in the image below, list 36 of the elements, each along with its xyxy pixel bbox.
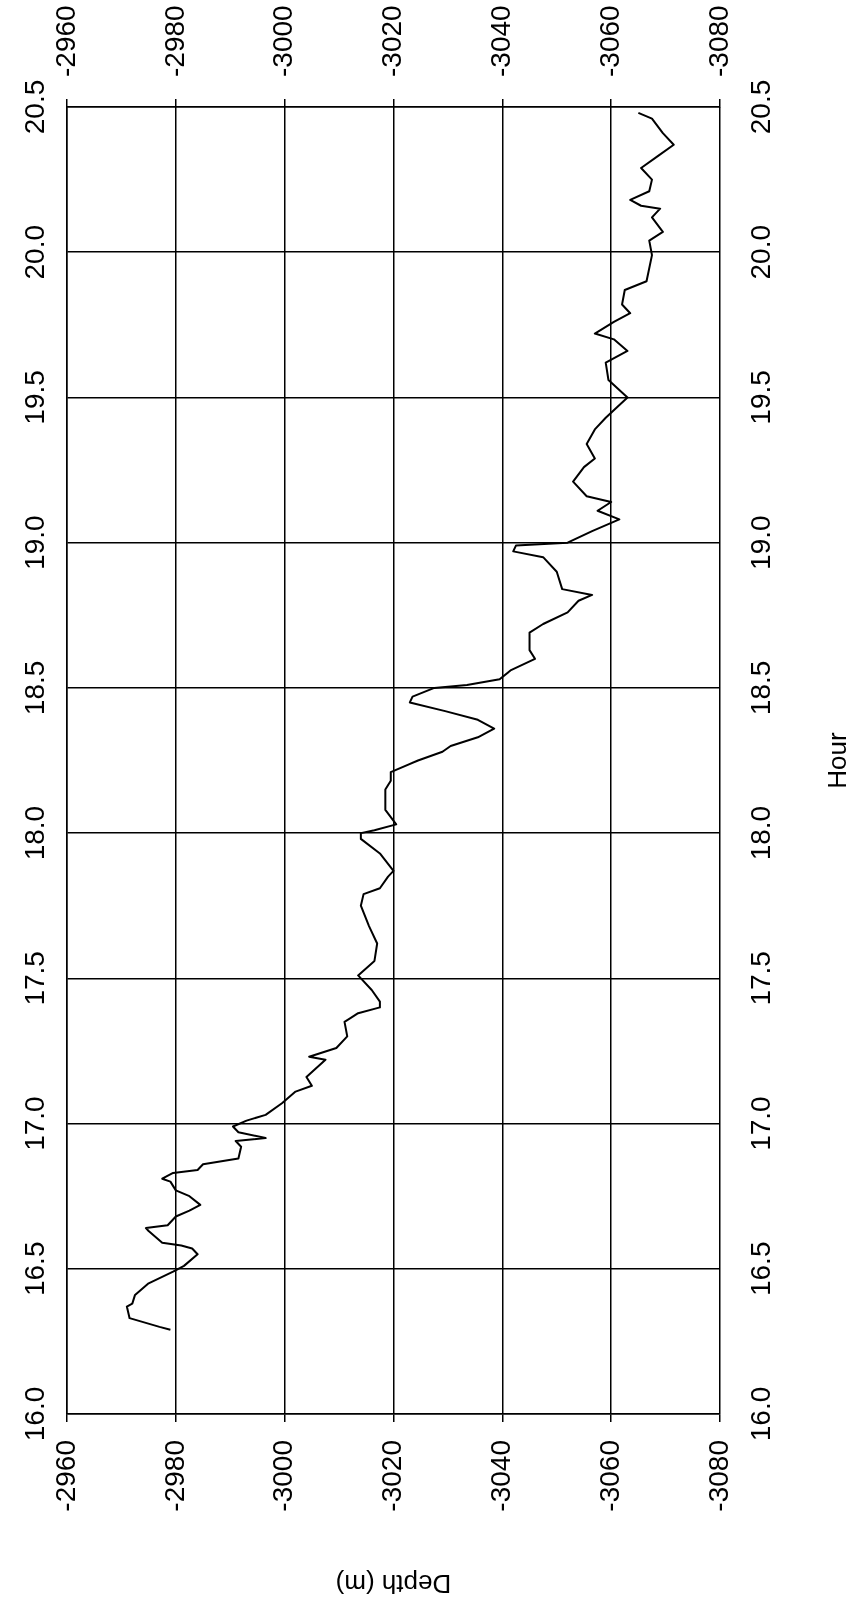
x-tick-label: -3060 bbox=[593, 1440, 625, 1512]
y2-axis-title: Hour bbox=[822, 731, 853, 789]
x2-tick-label: -3000 bbox=[267, 5, 299, 77]
y2-tick-label: 20.5 bbox=[744, 79, 776, 135]
y-tick-label: 16.0 bbox=[18, 1386, 50, 1442]
x2-tick-label: -2980 bbox=[158, 5, 190, 77]
x-tick-label: -3020 bbox=[376, 1440, 408, 1512]
y-tick-label: 17.5 bbox=[18, 951, 50, 1006]
y2-tick-label: 16.5 bbox=[744, 1241, 776, 1297]
x-tick-label: -2980 bbox=[158, 1440, 190, 1512]
x2-tick-label: -2960 bbox=[49, 5, 81, 77]
y-tick-label: 19.5 bbox=[18, 370, 50, 425]
y2-tick-label: 16.0 bbox=[744, 1386, 776, 1442]
x2-tick-label: -3080 bbox=[702, 5, 734, 77]
y-tick-label: 20.5 bbox=[18, 79, 50, 135]
y2-tick-label: 18.0 bbox=[744, 805, 776, 861]
y2-tick-label: 19.0 bbox=[744, 515, 776, 570]
x2-tick-label: -3040 bbox=[485, 5, 517, 77]
x2-tick-label: -3060 bbox=[593, 5, 625, 77]
y2-tick-label: 18.5 bbox=[744, 660, 776, 716]
y-tick-label: 20.0 bbox=[18, 224, 50, 280]
x-tick-label: -3040 bbox=[485, 1440, 517, 1512]
y-tick-label: 18.0 bbox=[18, 805, 50, 861]
x-tick-label: -3000 bbox=[267, 1440, 299, 1512]
y2-tick-label: 17.5 bbox=[744, 951, 776, 1006]
y2-tick-label: 20.0 bbox=[744, 224, 776, 280]
x-tick-label: -3080 bbox=[702, 1440, 734, 1512]
x-axis-title: Depth (m) bbox=[335, 1568, 452, 1599]
y-tick-label: 17.0 bbox=[18, 1096, 50, 1151]
y2-tick-label: 17.0 bbox=[744, 1096, 776, 1151]
y-tick-label: 19.0 bbox=[18, 515, 50, 570]
y-tick-label: 18.5 bbox=[18, 660, 50, 716]
y2-tick-label: 19.5 bbox=[744, 370, 776, 425]
x2-tick-label: -3020 bbox=[376, 5, 408, 77]
y-tick-label: 16.5 bbox=[18, 1241, 50, 1297]
x-tick-label: -2960 bbox=[49, 1440, 81, 1512]
